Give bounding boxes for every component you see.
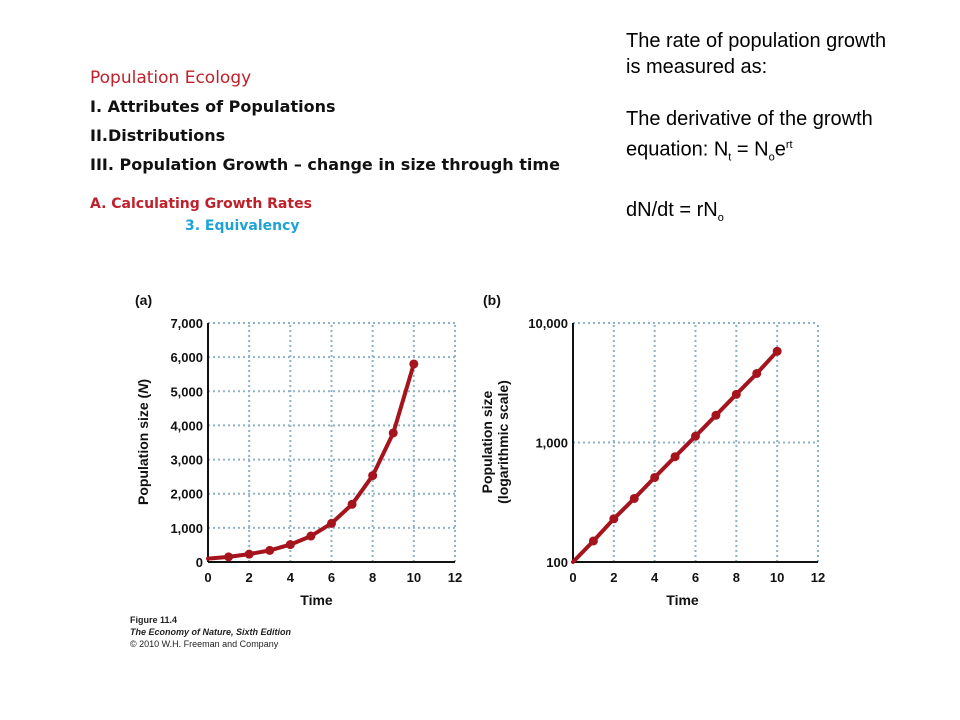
chart-b-data-point-9 xyxy=(752,368,762,378)
outline-subitem-a: A. Calculating Growth Rates xyxy=(90,196,312,212)
chart-a-y-axis-label: Population size (N) xyxy=(135,379,151,505)
chart-b-x-tick-label-5: 10 xyxy=(770,570,784,585)
chart-b-data-point-10 xyxy=(772,346,782,356)
chart-a-x-tick-label-0: 0 xyxy=(204,570,211,585)
eq-mid: = N xyxy=(731,138,769,161)
chart-a-x-tick-label-4: 8 xyxy=(369,570,376,585)
chart-a-y-axis-label-main: Population size ( xyxy=(135,393,151,505)
chart-a-series-line xyxy=(206,362,416,561)
chart-b-data-point-4 xyxy=(650,472,660,482)
chart-a-x-tick-label-3: 6 xyxy=(328,570,335,585)
side-deriv-line: The derivative of the growth xyxy=(626,108,873,130)
chart-b-y-axis-label-line1: Population size xyxy=(479,390,495,493)
chart-a-data-point-5 xyxy=(306,531,316,541)
side-line-2: is measured as: xyxy=(626,56,768,78)
chart-b-x-tick-label-2: 4 xyxy=(651,570,659,585)
chart-b-y-tick-label-1: 1,000 xyxy=(535,436,568,451)
chart-b-x-tick-label-6: 12 xyxy=(811,570,825,585)
chart-a-x-axis-label: Time xyxy=(300,592,333,608)
outline-subitem-3: 3. Equivalency xyxy=(185,218,300,234)
chart-a-y-axis-label-close: ) xyxy=(135,379,151,384)
chart-a-data-point-8 xyxy=(368,471,378,481)
chart-a-panel-label: (a) xyxy=(135,292,152,308)
derivative-equation: dN/dt = rNo xyxy=(626,197,956,231)
chart-a-data-point-9 xyxy=(388,428,398,438)
eq-sub-t: t xyxy=(728,151,732,164)
eq-prefix: equation: N xyxy=(626,138,729,161)
chart-b-x-tick-label-0: 0 xyxy=(569,570,576,585)
chart-b-y-tick-label-2: 10,000 xyxy=(528,316,568,331)
chart-a-y-tick-label-3: 3,000 xyxy=(170,453,203,468)
outline-item-1: I. Attributes of Populations xyxy=(90,97,336,116)
chart-b-x-tick-label-3: 6 xyxy=(692,570,699,585)
chart-a-data-point-7 xyxy=(347,499,357,509)
chart-b-data-point-8 xyxy=(731,389,741,399)
chart-b-y-axis-label-line2: (logarithmic scale) xyxy=(495,380,511,504)
chart-a-data-point-3 xyxy=(265,545,275,555)
chart-a-x-tick-label-5: 10 xyxy=(407,570,421,585)
chart-a-y-tick-label-6: 6,000 xyxy=(170,350,203,365)
chart-a-y-axis-label-var: N xyxy=(135,383,151,394)
chart-a-x-tick-label-2: 4 xyxy=(287,570,295,585)
outline-item-3: III. Population Growth – change in size … xyxy=(90,155,560,174)
chart-b-y-tick-label-0: 100 xyxy=(546,555,568,570)
chart-b-x-tick-label-4: 8 xyxy=(733,570,740,585)
chart-a-y-tick-label-5: 5,000 xyxy=(170,384,203,399)
caption-book: The Economy of Nature, Sixth Edition xyxy=(130,627,292,637)
side-line-1: The rate of population growth xyxy=(626,30,887,52)
chart-b-x-tick-label-1: 2 xyxy=(610,570,617,585)
caption-copyright: © 2010 W.H. Freeman and Company xyxy=(130,639,279,649)
chart-a-y-tick-label-1: 1,000 xyxy=(170,521,203,536)
chart-b-panel-label: (b) xyxy=(483,292,501,308)
chart-b-data-point-6 xyxy=(691,431,700,441)
lecture-outline: Population Ecology I. Attributes of Popu… xyxy=(90,64,560,237)
figure-caption: Figure 11.4 The Economy of Nature, Sixth… xyxy=(130,614,291,650)
chart-b-data-point-1 xyxy=(588,536,598,546)
dndt-sub: o xyxy=(717,211,724,224)
chart-b-data-point-5 xyxy=(670,452,680,462)
chart-b-x-axis-label: Time xyxy=(666,592,699,608)
outline-item-2: II.Distributions xyxy=(90,126,226,145)
chart-a-y-tick-label-4: 4,000 xyxy=(170,418,203,433)
growth-rate-text: The rate of population growth is measure… xyxy=(626,28,956,231)
chart-a-data-point-2 xyxy=(244,549,254,559)
chart-b-data-point-3 xyxy=(629,493,639,503)
chart-a-data-point-10 xyxy=(409,359,419,369)
eq-sub-o: o xyxy=(768,151,775,164)
chart-a-x-tick-label-6: 12 xyxy=(448,570,462,585)
chart-a-y-tick-label-2: 2,000 xyxy=(170,487,203,502)
eq-sup-rt: rt xyxy=(785,139,793,151)
eq-e: e xyxy=(774,138,786,161)
growth-equation: equation: Nt = Noert xyxy=(626,132,956,171)
dndt-prefix: dN/dt = rN xyxy=(626,198,718,221)
outline-title: Population Ecology xyxy=(90,68,252,88)
chart-b-data-point-7 xyxy=(711,410,721,420)
chart-a-data-point-6 xyxy=(327,518,336,528)
chart-a-x-tick-label-1: 2 xyxy=(246,570,253,585)
chart-a-y-tick-label-0: 0 xyxy=(196,555,203,570)
chart-a-data-point-1 xyxy=(224,552,234,562)
chart-a-y-tick-label-7: 7,000 xyxy=(170,316,203,331)
chart-b-data-point-2 xyxy=(609,514,619,524)
chart-a-data-point-4 xyxy=(285,540,295,550)
caption-figure: Figure 11.4 xyxy=(130,615,178,625)
